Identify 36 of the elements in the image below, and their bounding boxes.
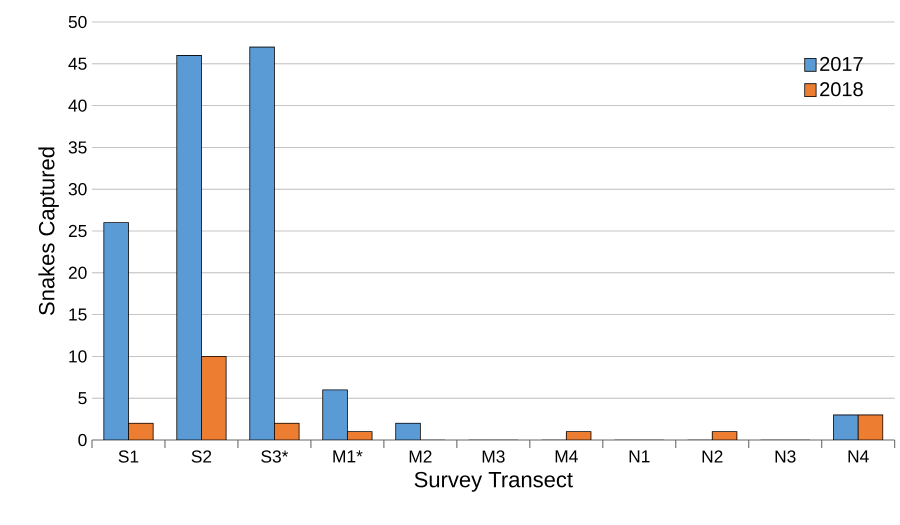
bar <box>395 422 421 440</box>
y-tick-label: 50 <box>68 16 87 28</box>
bar <box>103 222 129 440</box>
y-tick-label: 5 <box>78 392 87 404</box>
x-tick-label: N3 <box>776 450 796 463</box>
x-tick-label: M2 <box>410 450 432 463</box>
legend-label: 2017 <box>820 56 863 72</box>
x-tick-label: M1* <box>333 450 363 462</box>
y-tick-label: 15 <box>69 308 87 321</box>
y-tick-label: 20 <box>68 266 87 279</box>
bar <box>833 414 859 440</box>
x-tick-label: N4 <box>848 450 869 462</box>
x-tick-label: N1 <box>630 450 650 462</box>
y-tick-label: 10 <box>69 350 87 363</box>
bar <box>128 422 154 440</box>
x-tick-label: M3 <box>482 450 505 463</box>
y-tick-label: 35 <box>68 141 87 154</box>
y-axis-title: Snakes Captured <box>38 147 59 315</box>
x-axis-title: Survey Transect <box>414 472 573 492</box>
bar <box>201 356 227 440</box>
x-tick-label: S1 <box>118 450 138 463</box>
x-tick-label: M4 <box>556 450 578 462</box>
bar <box>858 414 884 440</box>
y-tick-label: 40 <box>68 99 87 112</box>
x-tick-label: S3* <box>261 450 288 463</box>
y-tick-label: 0 <box>78 434 87 446</box>
y-tick-label: 25 <box>68 224 87 238</box>
bar <box>176 55 202 440</box>
bar <box>322 389 348 440</box>
x-tick-label: S2 <box>192 450 212 463</box>
legend-label: 2018 <box>820 82 863 96</box>
y-tick-label: 45 <box>68 58 87 70</box>
x-tick-label: N2 <box>702 450 722 463</box>
bar <box>274 422 300 440</box>
y-tick-label: 30 <box>68 183 87 196</box>
bar <box>249 46 275 440</box>
